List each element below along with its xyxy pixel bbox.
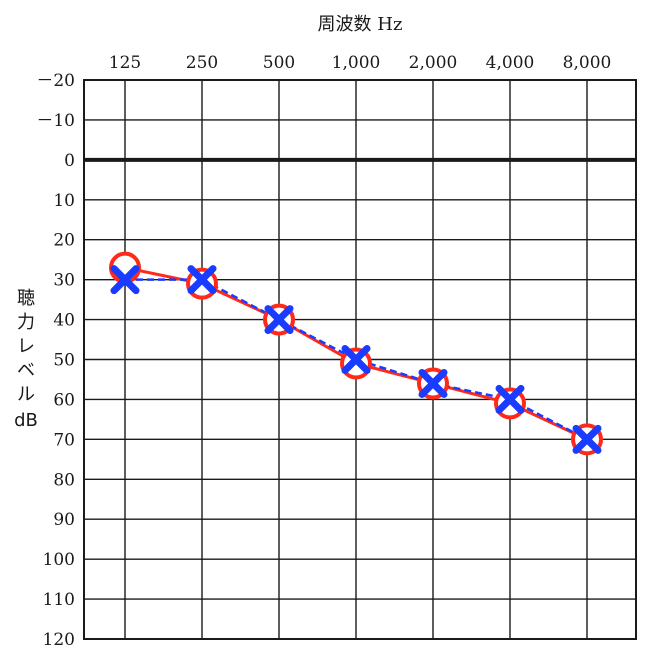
y-axis-title-char: レ — [17, 336, 35, 357]
x-tick-labels: 125 250 500 1,000 2,000 4,000 8,000 — [109, 53, 612, 73]
cross-marker — [187, 265, 217, 295]
y-axis-title-char: ベ — [17, 360, 35, 381]
cross-marker — [418, 368, 448, 398]
x-tick-label: 125 — [109, 53, 141, 73]
grid — [84, 79, 636, 640]
y-tick-label: 10 — [53, 191, 75, 211]
y-tick-label: －10 — [36, 111, 75, 131]
cross-marker — [341, 345, 371, 374]
cross-marker — [264, 305, 294, 335]
y-tick-label: 50 — [53, 351, 75, 371]
y-axis-title-char: 力 — [17, 312, 35, 333]
x-tick-label: 8,000 — [563, 53, 612, 73]
y-tick-label: －20 — [36, 71, 75, 91]
y-tick-label: 30 — [53, 271, 75, 291]
cross-stroke — [264, 305, 294, 335]
y-tick-label: 0 — [64, 151, 75, 171]
y-tick-labels: －20 －10 0 10 20 30 40 50 60 70 80 90 100 110 120 — [36, 71, 75, 650]
x-tick-label: 4,000 — [486, 53, 535, 73]
cross-stroke — [495, 384, 525, 414]
y-axis-title-char: 聴 — [17, 288, 35, 309]
cross-stroke — [341, 345, 371, 374]
cross-marker — [572, 424, 602, 454]
y-tick-label: 60 — [53, 390, 75, 410]
cross-marker — [495, 384, 525, 414]
x-axis-title: 周波数 Hz — [318, 14, 403, 35]
y-tick-label: 70 — [53, 430, 75, 450]
series — [109, 251, 603, 456]
y-axis-title-char: ル — [17, 384, 35, 405]
cross-stroke — [572, 424, 602, 454]
x-tick-label: 250 — [186, 53, 218, 73]
y-tick-label: 110 — [43, 590, 75, 610]
y-tick-label: 80 — [53, 470, 75, 490]
y-axis-title-unit: dB — [14, 410, 38, 431]
cross-stroke — [418, 368, 448, 398]
cross-stroke — [110, 265, 140, 295]
y-tick-label: 40 — [53, 311, 75, 331]
y-tick-label: 20 — [53, 231, 75, 251]
cross-stroke — [187, 265, 217, 295]
y-tick-label: 100 — [43, 550, 75, 570]
x-tick-label: 500 — [263, 53, 295, 73]
y-tick-label: 120 — [43, 630, 75, 650]
x-tick-label: 1,000 — [332, 53, 381, 73]
cross-marker — [110, 265, 140, 295]
y-tick-label: 90 — [53, 510, 75, 530]
x-tick-label: 2,000 — [409, 53, 458, 73]
